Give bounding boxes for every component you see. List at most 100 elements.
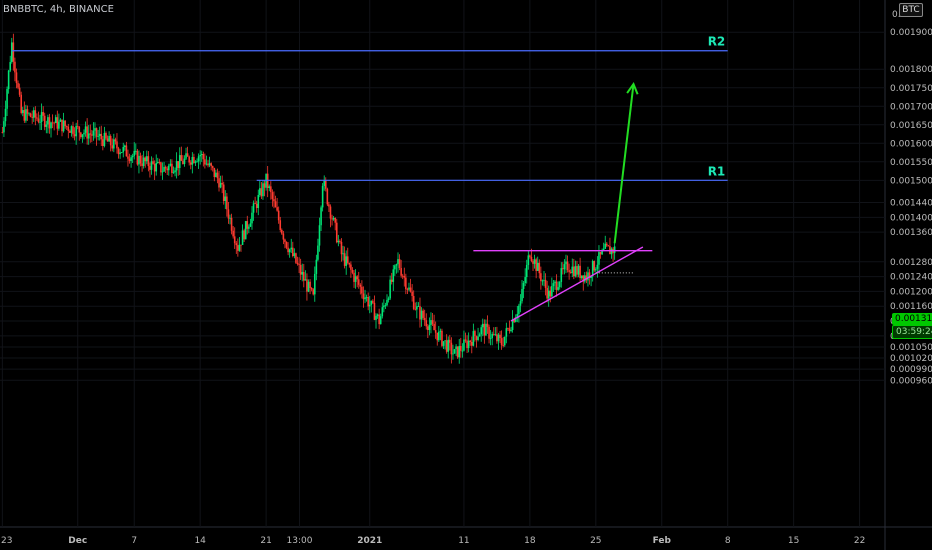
candle: [47, 117, 49, 125]
candle: [353, 272, 355, 282]
candle: [524, 277, 526, 284]
candle: [508, 328, 511, 331]
candle: [503, 336, 506, 346]
candle: [445, 340, 448, 352]
candle: [83, 132, 85, 135]
candle: [602, 248, 605, 251]
candle: [301, 272, 304, 275]
candle: [309, 281, 311, 288]
candle: [313, 273, 316, 295]
candle: [447, 339, 450, 352]
candle: [384, 305, 387, 307]
candle: [461, 350, 464, 352]
candle: [425, 320, 428, 327]
candle: [552, 283, 555, 287]
candle: [238, 244, 241, 251]
candle: [417, 306, 420, 307]
candle: [142, 157, 145, 166]
candle: [332, 217, 335, 220]
candle: [180, 155, 183, 161]
candle: [249, 223, 252, 227]
candle: [103, 132, 106, 146]
candle: [510, 329, 512, 331]
candle: [569, 272, 572, 274]
candle: [241, 230, 244, 245]
candle: [557, 287, 559, 290]
candle: [59, 119, 62, 122]
candle: [70, 126, 73, 133]
candle: [248, 226, 250, 229]
candle: [23, 110, 26, 121]
candle: [199, 154, 201, 157]
currency-button[interactable]: BTC: [899, 3, 923, 17]
last-price-badge: 0.0013132: [892, 313, 932, 325]
candle: [277, 210, 280, 221]
candle: [73, 134, 76, 137]
candle: [189, 162, 192, 165]
candle: [379, 316, 382, 325]
bar-countdown: 03:59:24: [892, 325, 932, 339]
candle: [438, 331, 440, 341]
candle: [58, 121, 60, 129]
candle: [535, 259, 537, 271]
candle: [76, 125, 79, 127]
candle: [21, 110, 24, 113]
candle: [113, 139, 115, 149]
candle: [53, 122, 55, 124]
candle: [20, 94, 22, 113]
time-axis[interactable]: 23 Dec 7 14 21 13:00 2021 11 18 25 Feb 8 15 22: [1, 536, 865, 546]
candle: [372, 300, 374, 303]
candle: [240, 244, 242, 246]
candle: [481, 323, 484, 328]
candle: [237, 245, 239, 251]
candle: [196, 161, 198, 163]
candle: [120, 152, 123, 154]
candle: [174, 170, 176, 173]
candle: [500, 338, 503, 346]
candle: [555, 281, 558, 290]
candle: [485, 323, 487, 336]
candle: [282, 233, 285, 240]
candle: [607, 245, 610, 247]
candle: [39, 122, 41, 123]
candle: [128, 158, 131, 162]
candle: [398, 259, 401, 269]
candle: [566, 261, 569, 271]
candle: [428, 325, 431, 331]
candle: [364, 297, 366, 300]
candle: [122, 146, 125, 153]
candle: [573, 266, 575, 277]
candle: [307, 281, 310, 292]
candle: [562, 268, 564, 270]
candle: [193, 157, 195, 163]
candle: [351, 269, 354, 273]
candle: [412, 295, 415, 309]
time-tick-label: 14: [194, 536, 206, 546]
candle: [91, 134, 93, 136]
candle: [160, 162, 162, 173]
candle: [516, 313, 519, 318]
candle: [153, 163, 156, 172]
candle: [591, 261, 594, 277]
candle: [167, 165, 170, 171]
candle: [397, 259, 399, 265]
candle: [409, 287, 412, 292]
candle: [302, 272, 305, 281]
candle: [315, 259, 318, 274]
candle: [464, 339, 467, 341]
candle: [26, 109, 29, 114]
candle: [422, 310, 424, 318]
candle: [202, 154, 205, 160]
resistance-label-r2: R2: [708, 35, 726, 49]
candle: [97, 135, 99, 137]
candle: [467, 340, 470, 349]
candle: [588, 272, 591, 279]
candle: [453, 349, 456, 354]
symbol-title: BNBBTC, 4h, BINANCE: [3, 4, 114, 15]
